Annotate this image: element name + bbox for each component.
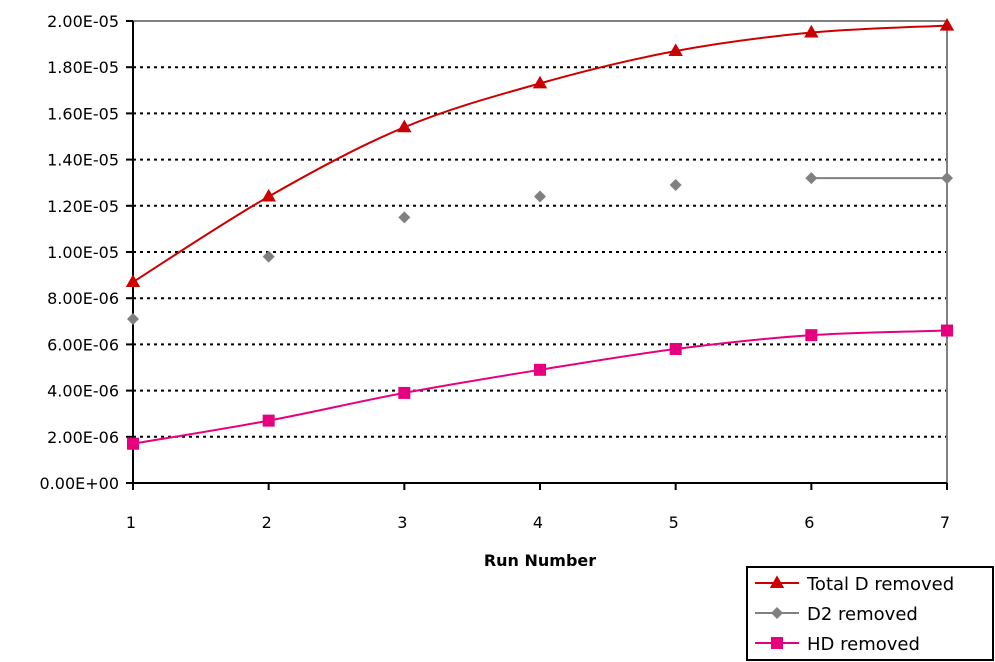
series-diamond (127, 172, 953, 325)
x-tick-label: 3 (397, 513, 407, 532)
data-point (939, 17, 955, 31)
data-point (941, 172, 953, 185)
series-triangle (125, 17, 955, 287)
y-tick-label: 1.00E-05 (47, 243, 119, 262)
x-tick-label: 6 (804, 513, 814, 532)
series-square (127, 324, 953, 450)
label-layer: 0.00E+00 2.00E-06 4.00E-06 6.00E-06 8.00E-06… (40, 12, 951, 532)
x-tick-label: 4 (533, 513, 543, 532)
y-tick-label: 6.00E-06 (47, 335, 119, 354)
legend-marker (771, 607, 783, 619)
y-tick-label: 0.00E+00 (40, 474, 120, 493)
data-point (127, 437, 139, 450)
data-point (398, 211, 411, 224)
y-tick-label: 4.00E-06 (47, 382, 119, 401)
y-tick-label: 1.60E-05 (47, 104, 119, 123)
y-tick-label: 1.40E-05 (47, 151, 119, 170)
data-point (398, 386, 411, 399)
y-tick-label: 2.00E-05 (47, 12, 119, 31)
data-point (534, 363, 546, 376)
x-axis-title: Run Number (484, 551, 596, 570)
x-tick-label: 2 (262, 513, 272, 532)
data-point (127, 312, 139, 325)
legend-label: Total D removed (806, 574, 954, 595)
series-line (132, 329, 948, 445)
data-point (804, 24, 819, 38)
data-point (805, 172, 818, 185)
y-tick-label: 1.80E-05 (47, 58, 119, 77)
series-line (132, 24, 948, 283)
data-point (262, 414, 275, 427)
y-tick-label: 1.20E-05 (47, 197, 119, 216)
legend: Total D removed D2 removed HD removed (746, 566, 994, 661)
data-point (262, 250, 275, 263)
legend-label: HD removed (807, 634, 920, 655)
data-point (669, 343, 682, 356)
legend-marker (771, 637, 783, 649)
y-tick-label: 2.00E-06 (47, 428, 119, 447)
data-point (669, 179, 682, 192)
data-point (534, 190, 546, 203)
legend-marker (769, 575, 785, 588)
axis-layer (126, 20, 948, 490)
x-tick-label: 7 (940, 513, 950, 532)
x-tick-label: 5 (669, 513, 679, 532)
legend-label: D2 removed (807, 604, 918, 625)
data-point (397, 119, 412, 133)
data-point (668, 43, 683, 56)
data-point (805, 329, 818, 342)
data-point (125, 274, 141, 287)
series-layer (125, 17, 955, 450)
y-tick-label: 8.00E-06 (47, 289, 119, 308)
legend-item: Total D removed (755, 574, 954, 595)
data-point (532, 75, 548, 89)
legend-item: HD removed (755, 634, 920, 655)
legend-item: D2 removed (755, 604, 918, 625)
x-tick-label: 1 (126, 513, 136, 532)
data-point (261, 188, 276, 202)
data-point (941, 324, 953, 337)
